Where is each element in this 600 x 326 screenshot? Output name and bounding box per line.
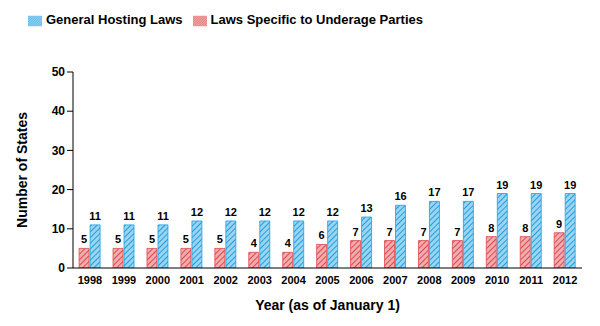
svg-text:2009: 2009: [451, 274, 475, 286]
html-text:Laws Specific to Underage Part: Laws Specific to Underage Parties: [210, 12, 423, 27]
svg-text:2004: 2004: [281, 274, 306, 286]
svg-text:12: 12: [191, 206, 203, 218]
svg-text:2000: 2000: [146, 274, 170, 286]
svg-text:8: 8: [488, 222, 494, 234]
svg-text:5: 5: [149, 233, 155, 245]
svg-text:7: 7: [353, 226, 359, 238]
svg-text:10: 10: [52, 222, 66, 236]
html-text:General Hosting Laws: General Hosting Laws: [46, 12, 183, 27]
svg-text:Year (as of January 1): Year (as of January 1): [255, 297, 400, 313]
svg-text:4: 4: [251, 237, 258, 249]
svg-text:20: 20: [52, 183, 66, 197]
svg-text:4: 4: [285, 237, 292, 249]
svg-text:11: 11: [89, 210, 101, 222]
svg-text:Number of States: Number of States: [14, 112, 30, 228]
svg-text:2010: 2010: [485, 274, 509, 286]
svg-text:19: 19: [530, 179, 542, 191]
svg-text:11: 11: [123, 210, 135, 222]
svg-text:12: 12: [293, 206, 305, 218]
svg-text:40: 40: [52, 104, 66, 118]
svg-text:1998: 1998: [78, 274, 102, 286]
svg-text:19: 19: [496, 179, 508, 191]
svg-text:13: 13: [360, 202, 372, 214]
svg-text:2003: 2003: [247, 274, 271, 286]
svg-text:12: 12: [259, 206, 271, 218]
svg-text:5: 5: [217, 233, 223, 245]
svg-text:5: 5: [183, 233, 189, 245]
svg-text:0: 0: [58, 261, 65, 275]
svg-text:9: 9: [556, 218, 562, 230]
svg-text:2006: 2006: [349, 274, 373, 286]
svg-text:11: 11: [157, 210, 169, 222]
svg-text:12: 12: [225, 206, 237, 218]
svg-text:7: 7: [420, 226, 426, 238]
svg-text:2002: 2002: [213, 274, 237, 286]
svg-text:6: 6: [319, 229, 325, 241]
svg-text:2007: 2007: [383, 274, 407, 286]
svg-text:7: 7: [386, 226, 392, 238]
svg-text:5: 5: [81, 233, 87, 245]
svg-text:50: 50: [52, 65, 66, 79]
svg-text:2008: 2008: [417, 274, 441, 286]
svg-text:30: 30: [52, 144, 66, 158]
svg-text:5: 5: [115, 233, 121, 245]
svg-text:17: 17: [462, 186, 474, 198]
svg-text:12: 12: [327, 206, 339, 218]
svg-text:16: 16: [394, 190, 406, 202]
svg-text:1999: 1999: [112, 274, 136, 286]
svg-text:2012: 2012: [553, 274, 577, 286]
svg-text:2005: 2005: [315, 274, 339, 286]
svg-text:2011: 2011: [519, 274, 543, 286]
svg-text:17: 17: [428, 186, 440, 198]
svg-text:8: 8: [522, 222, 528, 234]
svg-text:19: 19: [564, 179, 576, 191]
svg-text:7: 7: [454, 226, 460, 238]
svg-text:2001: 2001: [180, 274, 204, 286]
